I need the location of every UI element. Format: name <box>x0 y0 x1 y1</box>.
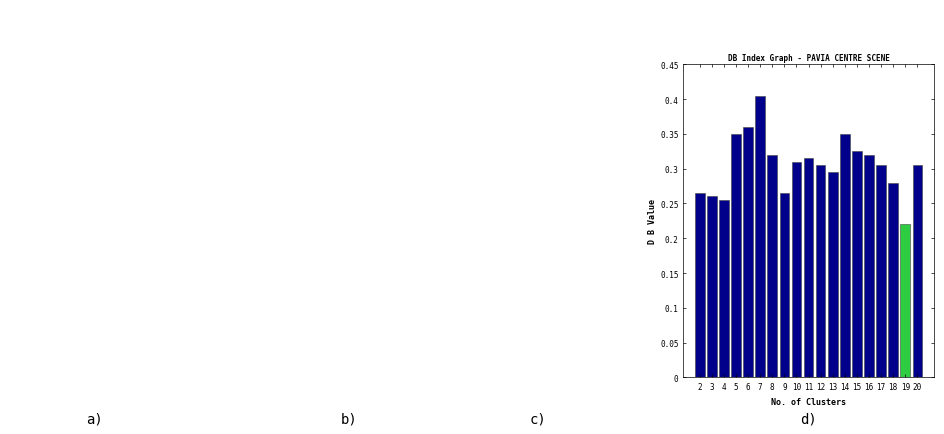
X-axis label: No. of Clusters: No. of Clusters <box>771 397 846 406</box>
Bar <box>767 155 777 378</box>
Bar <box>888 183 898 378</box>
Bar <box>707 197 716 378</box>
Text: c): c) <box>530 411 547 425</box>
Bar <box>864 155 874 378</box>
Text: a): a) <box>86 411 103 425</box>
Bar <box>901 225 910 378</box>
Bar <box>876 166 886 378</box>
Bar <box>780 194 789 378</box>
Bar <box>816 166 825 378</box>
Bar <box>731 135 741 378</box>
Bar <box>828 173 837 378</box>
Bar <box>695 194 704 378</box>
Text: d): d) <box>801 411 817 425</box>
Bar <box>792 162 801 378</box>
Text: b): b) <box>341 411 358 425</box>
Bar <box>852 152 862 378</box>
Bar <box>803 159 814 378</box>
Bar <box>743 128 753 378</box>
Bar <box>719 201 729 378</box>
Bar <box>913 166 922 378</box>
Bar <box>755 96 765 378</box>
Title: DB Index Graph - PAVIA CENTRE SCENE: DB Index Graph - PAVIA CENTRE SCENE <box>728 54 889 63</box>
Y-axis label: D B Value: D B Value <box>649 199 657 244</box>
Bar <box>840 135 850 378</box>
